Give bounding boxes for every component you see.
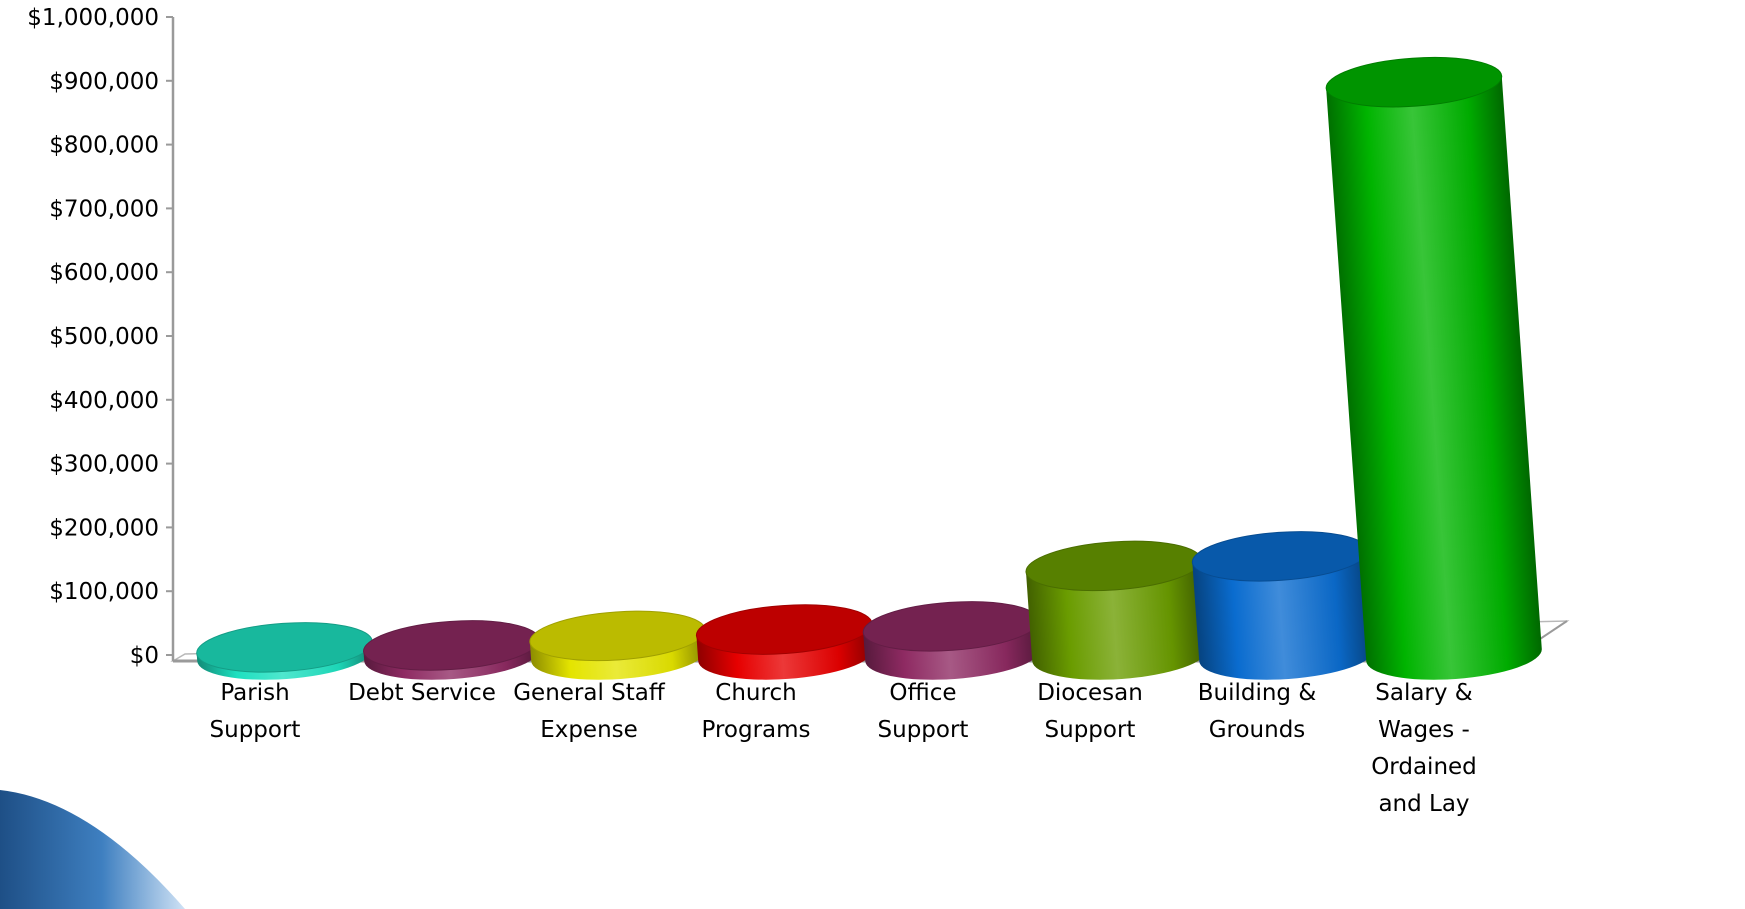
bar-1	[363, 620, 540, 680]
bars	[196, 56, 1542, 680]
x-category-label: Diocesan Support	[1037, 680, 1143, 743]
y-tick-label: $500,000	[49, 324, 159, 350]
y-tick-label: $900,000	[49, 69, 159, 95]
bar-body	[1326, 76, 1542, 680]
y-tick-label: $300,000	[49, 452, 159, 478]
corner-decoration	[0, 790, 185, 909]
y-tick-label: $0	[130, 643, 159, 669]
x-category-label: Parish Support	[210, 680, 301, 743]
x-category-label: Church Programs	[701, 680, 810, 743]
x-category-label: Office Support	[878, 680, 969, 743]
corner-wedge-decoration	[0, 790, 185, 909]
y-tick-label: $100,000	[49, 579, 159, 605]
bar-0	[196, 622, 373, 680]
y-tick-label: $200,000	[49, 515, 159, 541]
y-tick-label: $400,000	[49, 388, 159, 414]
y-tick-label: $600,000	[49, 260, 159, 286]
x-category-label: General Staff Expense	[513, 680, 666, 743]
bar-2	[529, 610, 707, 680]
y-axis: $0 $100,000 $200,000 $300,000 $400,000 $500,0…	[27, 5, 175, 669]
bar-6	[1191, 531, 1375, 680]
bar-7	[1325, 56, 1542, 680]
x-category-label: Salary & Wages -Ordained and Lay	[1371, 680, 1477, 817]
y-tick-label: $1,000,000	[27, 5, 159, 31]
bar-top	[1325, 56, 1503, 108]
bar-top	[196, 622, 373, 673]
y-tick-label: $800,000	[49, 133, 159, 159]
bar-5	[1025, 540, 1208, 680]
x-category-label: Debt Service	[348, 680, 496, 706]
bar-4	[862, 601, 1041, 680]
x-axis: Parish Support Debt Service General Staff Ex…	[210, 680, 1477, 817]
bar-3	[695, 604, 874, 680]
y-tick-label: $700,000	[49, 196, 159, 222]
bar-body	[1192, 550, 1375, 680]
x-category-label: Building & Grounds	[1198, 680, 1317, 743]
